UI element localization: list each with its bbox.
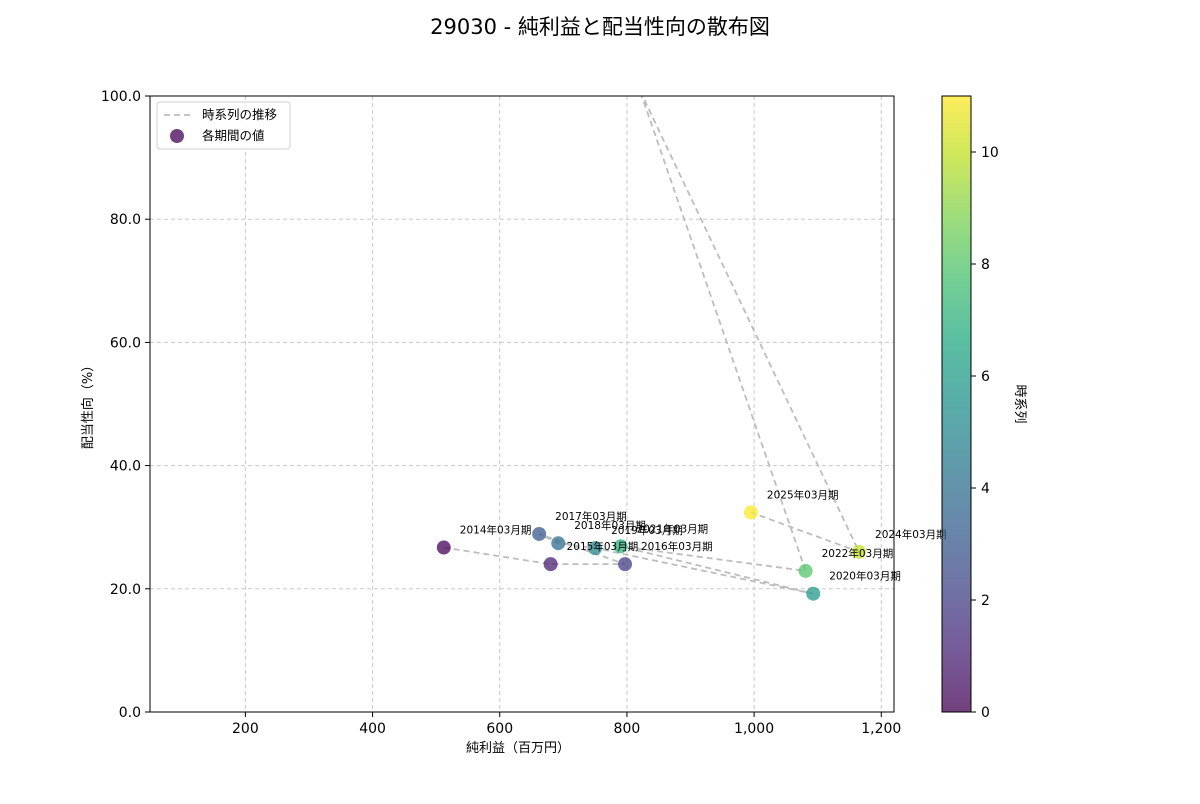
data-point <box>551 536 566 551</box>
x-axis-label: 純利益（百万円） <box>466 741 570 756</box>
data-point <box>852 544 867 559</box>
y-tick-label: 80.0 <box>110 212 141 228</box>
y-tick-label: 100.0 <box>101 89 141 105</box>
colorbar-gradient <box>941 95 972 713</box>
data-point <box>543 557 558 572</box>
point-label: 2024年03月期 <box>875 528 947 541</box>
colorbar-tick-label: 2 <box>981 593 990 609</box>
point-label: 2018年03月期 <box>574 519 646 532</box>
colorbar-tick-label: 8 <box>981 257 990 273</box>
point-annotations: 2014年03月期 2015年03月期 2016年03月期 2017年03月期2018… <box>460 488 947 582</box>
legend-marker-sample <box>170 129 184 143</box>
data-point <box>806 586 821 601</box>
point-label: 2022年03月期 <box>822 547 894 560</box>
colorbar-tick-label: 6 <box>981 369 990 385</box>
x-tick-label: 1,200 <box>861 721 901 737</box>
legend: 時系列の推移 各期間の値 <box>156 101 291 150</box>
y-tick-label: 60.0 <box>110 335 141 351</box>
data-point <box>743 505 758 520</box>
point-label: 2020年03月期 <box>829 570 901 583</box>
grid <box>150 95 894 713</box>
legend-label-trend: 時系列の推移 <box>202 107 277 122</box>
point-label: 2017年03月期 <box>555 510 627 523</box>
data-point <box>532 526 547 541</box>
x-axis-ticks: 200 400 600 800 1,000 1,200 <box>232 712 901 737</box>
legend-box <box>156 101 291 150</box>
colorbar-ticks: 0 2 4 6 8 10 <box>971 145 999 721</box>
trend-line <box>443 96 861 595</box>
data-point <box>618 557 633 572</box>
colorbar: 0 2 4 6 8 10 時系列 <box>941 95 1027 721</box>
y-tick-label: 20.0 <box>110 582 141 598</box>
point-label: 2025年03月期 <box>767 488 839 501</box>
x-tick-label: 1,000 <box>734 721 774 737</box>
data-point <box>588 541 603 556</box>
colorbar-tick-label: 4 <box>981 481 990 497</box>
colorbar-tick-label: 10 <box>981 145 999 161</box>
point-label: 2016年03月期 <box>641 540 713 553</box>
x-tick-label: 600 <box>486 721 513 737</box>
point-label: 2014年03月期 <box>460 524 532 537</box>
plot-frame <box>149 95 895 713</box>
x-tick-label: 200 <box>232 721 259 737</box>
colorbar-label: 時系列 <box>1012 384 1027 423</box>
x-tick-label: 800 <box>614 721 641 737</box>
data-point <box>798 563 813 578</box>
point-label: 2021年03月期 <box>637 522 709 535</box>
y-tick-label: 40.0 <box>110 459 141 475</box>
point-label: 2019年03月期 <box>611 524 683 537</box>
y-axis-ticks: 0.0 20.0 40.0 60.0 80.0 100.0 <box>101 89 150 721</box>
legend-label-points: 各期間の値 <box>202 128 265 143</box>
x-tick-label: 400 <box>359 721 386 737</box>
y-tick-label: 0.0 <box>119 705 141 721</box>
chart-title: 29030 - 純利益と配当性向の散布図 <box>430 15 770 39</box>
data-point <box>436 540 451 555</box>
data-points <box>436 505 867 601</box>
colorbar-tick-label: 0 <box>981 705 990 721</box>
data-point <box>613 539 628 554</box>
trend-polyline <box>443 96 861 595</box>
y-axis-label: 配当性向（%） <box>80 359 96 449</box>
point-label: 2015年03月期 <box>567 540 639 553</box>
